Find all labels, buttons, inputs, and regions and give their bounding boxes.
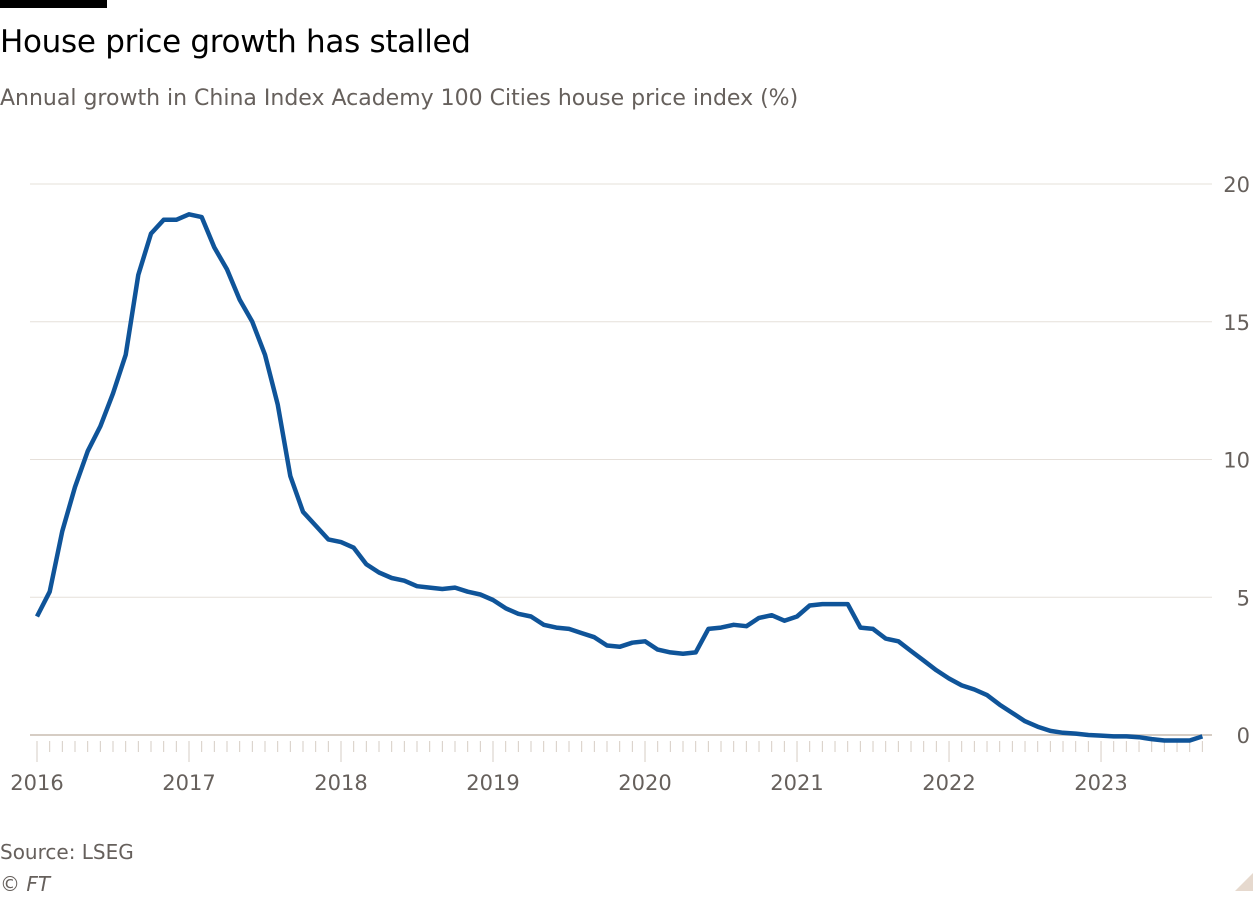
ft-top-bar (0, 0, 107, 8)
x-tick-label: 2023 (1074, 771, 1127, 795)
y-tick-label: 10 (1223, 449, 1250, 473)
axis-labels: 0 5 10 15 20 2016 2017 2018 2019 2020 2021 2022 2023 (10, 173, 1250, 795)
chart-title: House price growth has stalled (0, 24, 471, 60)
x-tick-label: 2018 (314, 771, 367, 795)
source-note: Source: LSEG (0, 840, 134, 864)
x-tick-label: 2017 (162, 771, 215, 795)
x-axis-ticks (36, 741, 1203, 762)
y-tick-label: 5 (1237, 586, 1250, 610)
y-tick-label: 20 (1223, 173, 1250, 197)
series-line (34, 212, 1204, 743)
gridlines (30, 183, 1212, 736)
x-tick-label: 2019 (466, 771, 519, 795)
y-tick-label: 15 (1223, 311, 1250, 335)
x-tick-label: 2021 (770, 771, 823, 795)
x-tick-label: 2020 (618, 771, 671, 795)
series-layer (34, 212, 1204, 743)
chart-subtitle: Annual growth in China Index Academy 100… (0, 86, 799, 111)
y-tick-label: 0 (1237, 724, 1250, 748)
x-tick-label: 2016 (10, 771, 63, 795)
copyright-note: © FT (0, 872, 51, 896)
corner-fold-icon (1235, 873, 1253, 891)
x-tick-label: 2022 (922, 771, 975, 795)
